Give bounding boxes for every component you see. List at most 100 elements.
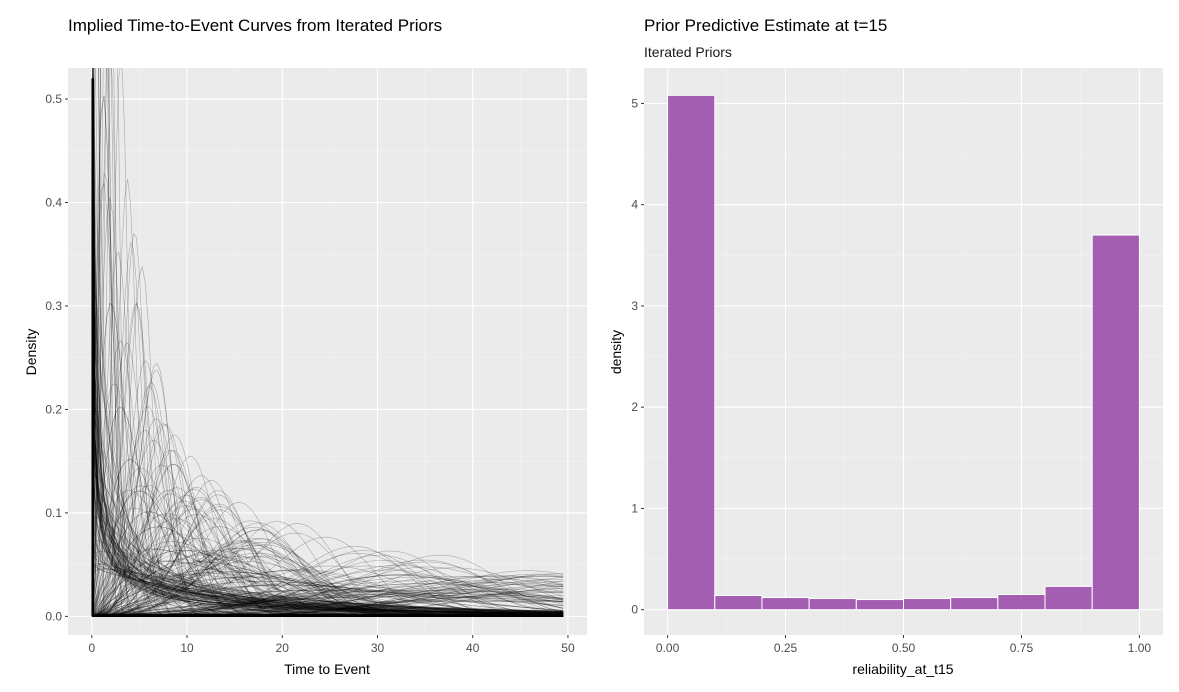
right-y-axis-label: density bbox=[608, 330, 624, 374]
left-y-tick-label: 0.5 bbox=[45, 92, 62, 106]
left-curves bbox=[91, 68, 564, 617]
density-curve bbox=[92, 68, 564, 615]
density-curve bbox=[92, 568, 564, 613]
density-curve bbox=[92, 584, 564, 617]
density-curve bbox=[92, 68, 564, 614]
histogram-bar bbox=[997, 594, 1046, 611]
density-curve bbox=[91, 489, 564, 612]
density-curve bbox=[91, 449, 564, 612]
right-x-tick-label: 0.50 bbox=[892, 641, 916, 655]
density-curve bbox=[91, 251, 564, 615]
right-x-tick-label: 1.00 bbox=[1128, 641, 1152, 655]
left-x-axis-label: Time to Event bbox=[284, 661, 370, 677]
density-curve bbox=[91, 432, 564, 613]
density-curve bbox=[92, 589, 564, 617]
density-curve bbox=[92, 583, 564, 617]
histogram-bar bbox=[903, 598, 952, 611]
right-chart-subtitle: Iterated Priors bbox=[644, 44, 732, 60]
density-curve bbox=[92, 596, 564, 617]
density-curve bbox=[92, 588, 564, 617]
right-x-tick-label: 0.00 bbox=[656, 641, 680, 655]
density-curve bbox=[91, 96, 564, 614]
density-curve bbox=[92, 568, 564, 614]
right-panel: Prior Predictive Estimate at t=15 Iterat… bbox=[608, 16, 1163, 677]
density-curve bbox=[91, 481, 564, 613]
right-y-tick-label: 1 bbox=[631, 501, 638, 515]
density-curve bbox=[91, 122, 564, 614]
right-y-ticks: 0 1 2 3 4 5 bbox=[631, 96, 644, 617]
density-curve bbox=[92, 592, 564, 617]
histogram-bar bbox=[808, 598, 857, 611]
density-curve bbox=[92, 589, 564, 617]
density-curve bbox=[92, 68, 564, 615]
histogram-bar bbox=[950, 597, 999, 611]
density-curve bbox=[92, 595, 564, 617]
density-curve bbox=[91, 421, 564, 613]
density-curve bbox=[91, 242, 564, 614]
left-x-tick-label: 20 bbox=[276, 641, 290, 655]
density-curve bbox=[91, 107, 564, 615]
left-y-tick-label: 0.0 bbox=[45, 609, 62, 623]
left-x-tick-label: 0 bbox=[88, 641, 95, 655]
density-curve bbox=[92, 560, 564, 612]
density-curve bbox=[92, 563, 564, 613]
density-curve bbox=[91, 363, 564, 613]
density-curve bbox=[91, 515, 564, 613]
density-curve bbox=[92, 581, 564, 617]
density-curve bbox=[92, 601, 564, 617]
left-x-ticks: 0 10 20 30 40 50 bbox=[88, 635, 575, 655]
density-curve bbox=[92, 590, 564, 617]
density-curve bbox=[92, 576, 564, 617]
density-curve bbox=[92, 550, 564, 616]
density-curve bbox=[92, 570, 564, 617]
density-curve bbox=[91, 237, 564, 614]
left-x-tick-label: 30 bbox=[371, 641, 385, 655]
density-curve bbox=[91, 189, 564, 614]
density-curve bbox=[92, 68, 564, 614]
density-curve bbox=[91, 465, 564, 615]
right-y-tick-label: 3 bbox=[631, 299, 638, 313]
density-curve bbox=[91, 529, 564, 612]
density-curve bbox=[92, 68, 564, 614]
left-x-tick-label: 50 bbox=[561, 641, 575, 655]
density-curve bbox=[91, 251, 564, 613]
density-curve bbox=[91, 421, 564, 613]
density-curve bbox=[91, 284, 564, 614]
density-curve bbox=[91, 374, 564, 615]
density-curve bbox=[92, 584, 564, 617]
density-curve bbox=[92, 571, 564, 617]
density-curve bbox=[91, 511, 564, 616]
density-curve bbox=[92, 600, 564, 617]
density-curve bbox=[92, 554, 564, 613]
density-curve bbox=[91, 205, 564, 614]
density-curve bbox=[92, 563, 564, 614]
right-chart-title: Prior Predictive Estimate at t=15 bbox=[644, 16, 887, 35]
left-y-tick-label: 0.2 bbox=[45, 402, 62, 416]
density-curve bbox=[91, 542, 564, 612]
density-curve bbox=[91, 91, 564, 614]
density-curve bbox=[91, 462, 564, 615]
density-curve bbox=[91, 531, 564, 612]
density-curve bbox=[92, 590, 564, 617]
right-x-tick-label: 0.25 bbox=[774, 641, 798, 655]
density-curve bbox=[91, 488, 564, 612]
left-y-ticks: 0.0 0.1 0.2 0.3 0.4 0.5 bbox=[45, 92, 68, 623]
left-y-axis-label: Density bbox=[23, 329, 39, 376]
density-curve bbox=[92, 589, 564, 617]
density-curve bbox=[91, 193, 564, 614]
density-curve bbox=[91, 447, 564, 614]
left-y-tick-label: 0.1 bbox=[45, 506, 62, 520]
density-curve bbox=[91, 403, 564, 615]
density-curve bbox=[91, 498, 564, 612]
histogram-bar bbox=[714, 595, 763, 611]
density-curve bbox=[92, 582, 564, 617]
density-curve bbox=[91, 255, 564, 613]
left-y-tick-label: 0.3 bbox=[45, 299, 62, 313]
right-y-tick-label: 2 bbox=[631, 400, 638, 414]
density-curve bbox=[92, 570, 564, 617]
left-panel: Implied Time-to-Event Curves from Iterat… bbox=[23, 16, 587, 677]
right-y-tick-label: 0 bbox=[631, 603, 638, 617]
density-curve bbox=[91, 301, 564, 613]
